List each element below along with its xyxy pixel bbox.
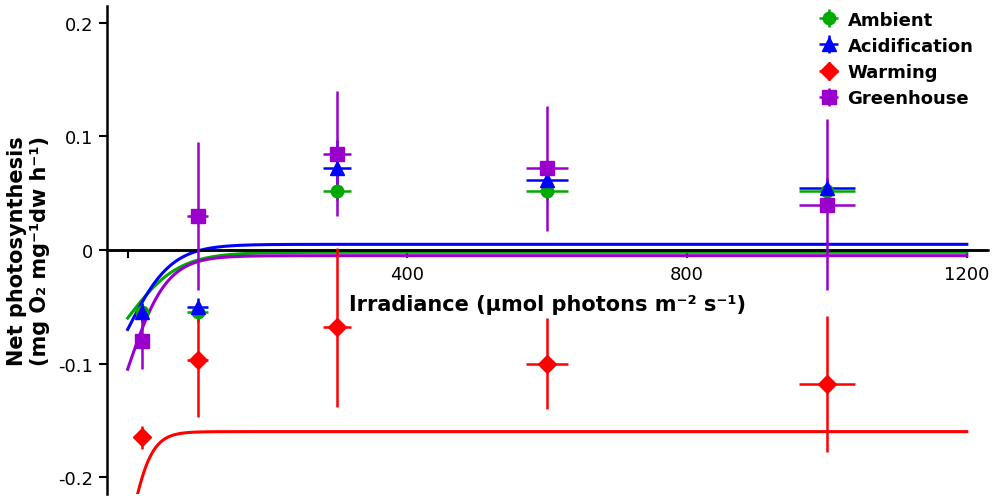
- X-axis label: Irradiance (μmol photons m⁻² s⁻¹): Irradiance (μmol photons m⁻² s⁻¹): [349, 295, 745, 315]
- Legend: Ambient, Acidification, Warming, Greenhouse: Ambient, Acidification, Warming, Greenho…: [818, 6, 979, 113]
- Y-axis label: Net photosynthesis
(mg O₂ mg⁻¹dw h⁻¹): Net photosynthesis (mg O₂ mg⁻¹dw h⁻¹): [7, 136, 50, 365]
